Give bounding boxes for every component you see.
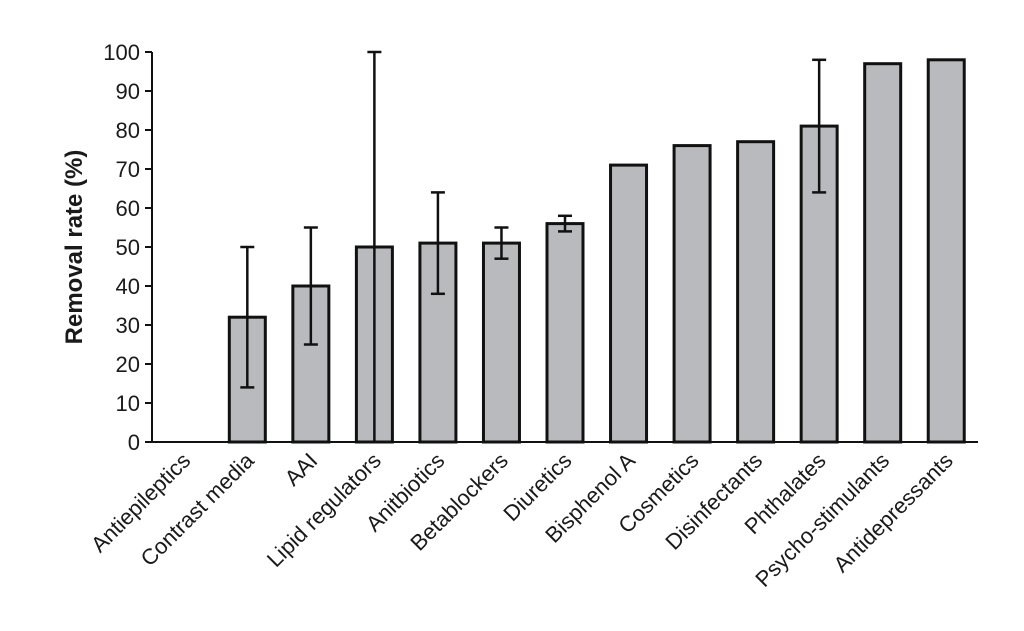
error-bars	[240, 50, 827, 444]
category-label: Lipid regulators	[262, 448, 386, 572]
category-label: Contrast media	[136, 447, 260, 571]
y-axis-ticks: 0 10 20 30 40 50 60 70 80 90 100	[103, 40, 152, 455]
y-tick-label: 70	[116, 157, 140, 182]
y-tick-label: 60	[116, 196, 140, 221]
y-tick-label: 80	[116, 118, 140, 143]
bar	[481, 241, 521, 444]
y-tick-label: 30	[116, 313, 140, 338]
y-tick-label: 0	[128, 430, 140, 455]
y-tick-label: 90	[116, 79, 140, 104]
bar	[545, 222, 585, 444]
bar	[926, 58, 966, 444]
bar	[863, 62, 903, 444]
category-label: Antidepressants	[829, 448, 958, 577]
bar	[672, 144, 712, 444]
y-tick-label: 40	[116, 274, 140, 299]
y-tick-label: 50	[116, 235, 140, 260]
y-tick-label: 10	[116, 391, 140, 416]
y-tick-label: 100	[103, 40, 140, 65]
bars	[227, 58, 966, 444]
bar	[609, 163, 649, 444]
y-tick-label: 20	[116, 352, 140, 377]
y-axis-title: Removal rate (%)	[61, 150, 88, 345]
category-label: AAI	[280, 448, 323, 491]
bar	[736, 140, 776, 444]
